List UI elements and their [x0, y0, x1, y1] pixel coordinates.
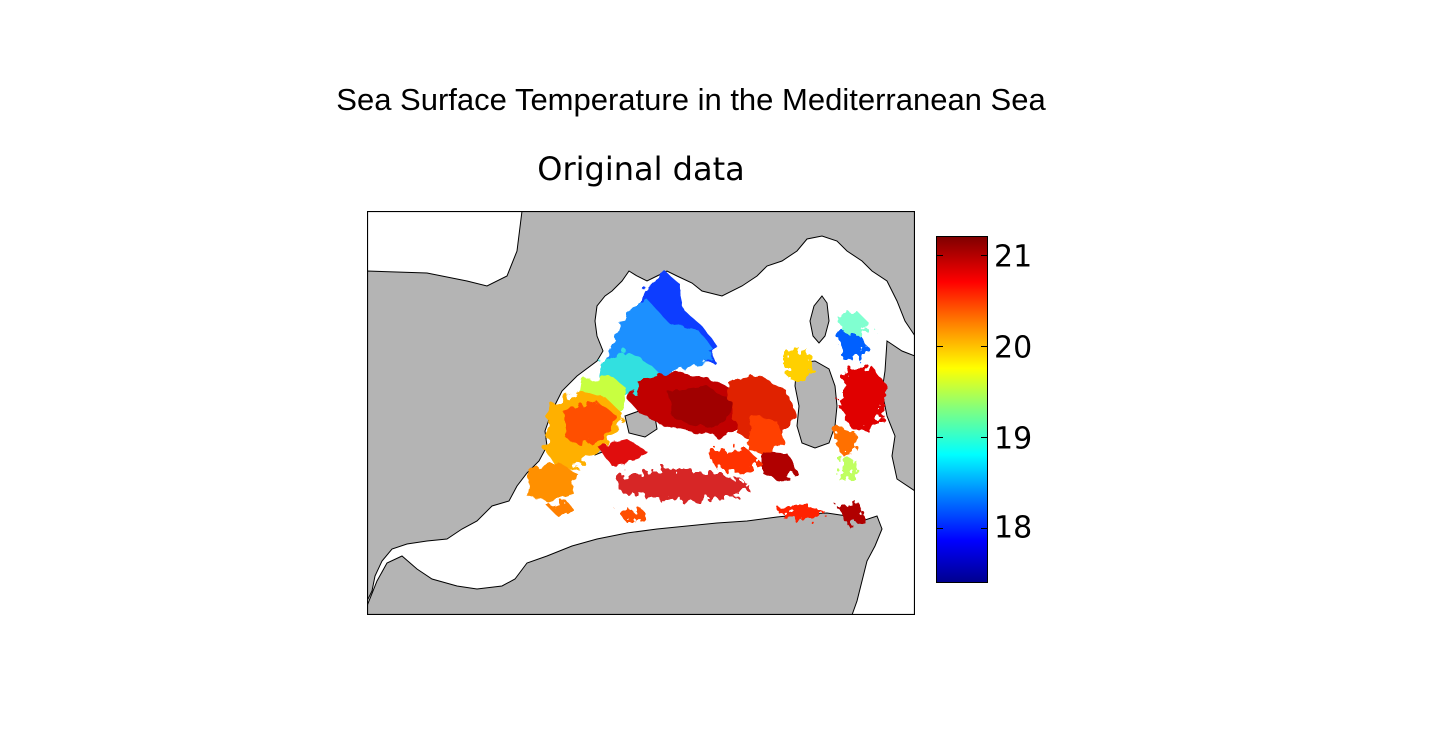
colorbar-tick-label: 20	[994, 330, 1033, 366]
map-subtitle: Original data	[537, 150, 745, 188]
sst-map	[367, 211, 915, 615]
europe-land	[367, 211, 915, 602]
colorbar-tickmark	[937, 437, 943, 438]
colorbar-tick-label: 21	[994, 239, 1033, 275]
colorbar-tickmark	[981, 437, 987, 438]
sst-data-scatter	[547, 311, 887, 525]
colorbar-tickmark	[937, 346, 943, 347]
colorbar-tick-label: 18	[994, 510, 1033, 546]
africa-land	[367, 512, 883, 615]
colorbar-tickmark	[981, 255, 987, 256]
sst-data-overlay	[527, 273, 797, 501]
figure-title: Sea Surface Temperature in the Mediterra…	[336, 82, 1046, 117]
corsica-land	[809, 295, 830, 344]
colorbar	[936, 236, 988, 583]
sardinia-land	[794, 360, 838, 449]
map-frame	[367, 211, 915, 615]
colorbar-tick-label: 19	[994, 421, 1033, 457]
colorbar-tickmark	[981, 346, 987, 347]
colorbar-tickmark	[937, 528, 943, 529]
colorbar-tickmark	[937, 255, 943, 256]
colorbar-tickmark	[981, 528, 987, 529]
